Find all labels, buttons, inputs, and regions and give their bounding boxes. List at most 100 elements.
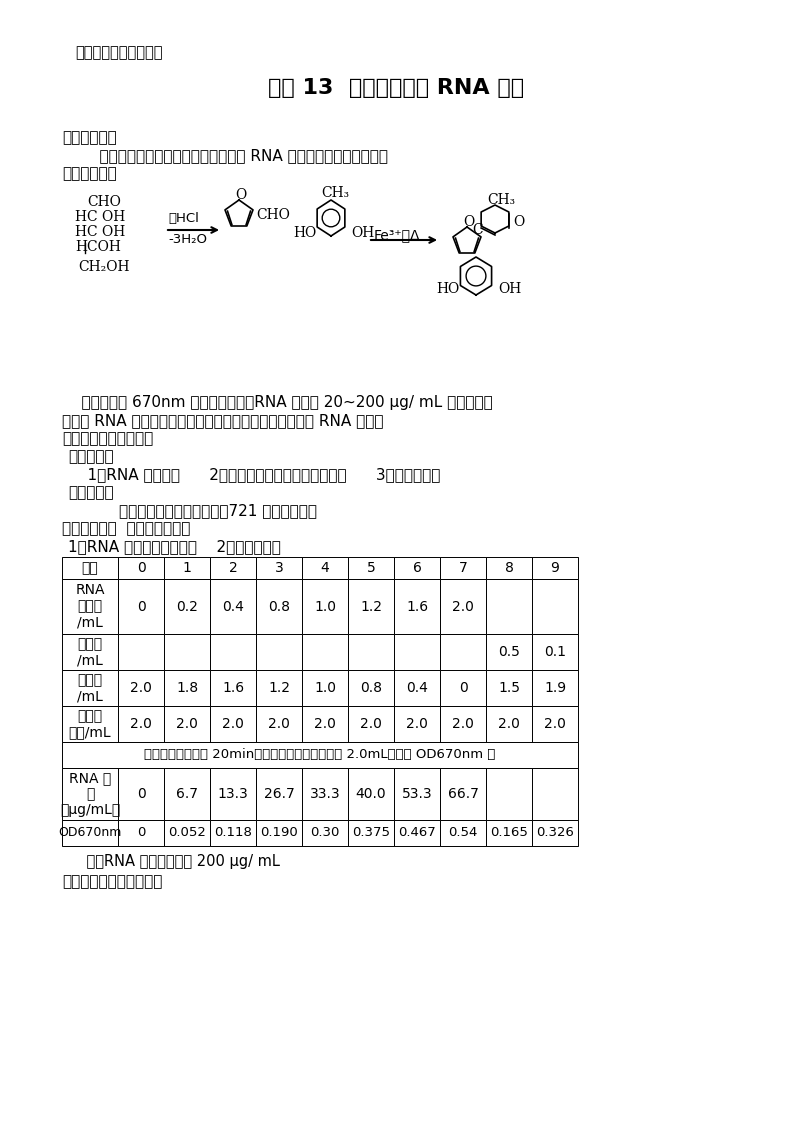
Text: HC OH: HC OH bbox=[75, 210, 125, 224]
Bar bbox=[118, 767, 164, 820]
Text: O: O bbox=[513, 215, 524, 229]
Text: 五、数据记录与数据处理: 五、数据记录与数据处理 bbox=[62, 874, 163, 889]
Text: 2.0: 2.0 bbox=[406, 717, 428, 732]
Text: OH: OH bbox=[498, 282, 521, 296]
Bar bbox=[486, 557, 532, 579]
Bar bbox=[62, 767, 118, 820]
Text: 蒸馏水
/mL: 蒸馏水 /mL bbox=[77, 673, 103, 703]
Bar bbox=[302, 820, 348, 846]
Bar bbox=[210, 820, 256, 846]
Text: 实验 13  地衣酚法测定 RNA 含量: 实验 13 地衣酚法测定 RNA 含量 bbox=[268, 79, 524, 98]
Bar bbox=[210, 670, 256, 706]
Text: 1.0: 1.0 bbox=[314, 681, 336, 695]
Bar bbox=[118, 579, 164, 634]
Bar bbox=[210, 706, 256, 742]
Bar bbox=[164, 820, 210, 846]
Text: 2.0: 2.0 bbox=[360, 717, 382, 732]
Text: 1.8: 1.8 bbox=[176, 681, 198, 695]
Text: 2.0: 2.0 bbox=[130, 681, 152, 695]
Text: 7: 7 bbox=[458, 561, 467, 574]
Bar bbox=[164, 634, 210, 670]
Text: 0.375: 0.375 bbox=[352, 827, 390, 839]
Text: 比色管、水浴锅、移液管、721 分光光度计等: 比色管、水浴锅、移液管、721 分光光度计等 bbox=[80, 503, 317, 518]
Text: 1.5: 1.5 bbox=[498, 681, 520, 695]
Bar bbox=[256, 670, 302, 706]
Text: 0.8: 0.8 bbox=[268, 599, 290, 614]
Text: CH₂OH: CH₂OH bbox=[78, 260, 129, 274]
Bar bbox=[62, 579, 118, 634]
Text: 0.5: 0.5 bbox=[498, 645, 520, 659]
Text: O: O bbox=[463, 215, 474, 229]
Text: （二）器具: （二）器具 bbox=[68, 485, 113, 500]
Bar bbox=[394, 670, 440, 706]
Bar bbox=[256, 634, 302, 670]
Text: Fe³⁺，Δ: Fe³⁺，Δ bbox=[374, 228, 420, 242]
Bar bbox=[164, 767, 210, 820]
Text: 密度与 RNA 的浓度成正比关系，因而可用分光光度法测定 RNA 含量。: 密度与 RNA 的浓度成正比关系，因而可用分光光度法测定 RNA 含量。 bbox=[62, 413, 384, 427]
Bar bbox=[532, 706, 578, 742]
Text: 浓HCl: 浓HCl bbox=[168, 212, 199, 226]
Text: 反应产物在 670nm 处有最大吸收，RNA 浓度在 20~200 μg/ mL 范围内，光: 反应产物在 670nm 处有最大吸收，RNA 浓度在 20~200 μg/ mL… bbox=[62, 395, 492, 410]
Bar bbox=[302, 767, 348, 820]
Bar bbox=[440, 634, 486, 670]
Text: 1.2: 1.2 bbox=[268, 681, 290, 695]
Bar bbox=[440, 579, 486, 634]
Bar bbox=[302, 557, 348, 579]
Text: 1、RNA 标准曲线的制作：    2、样品的测定: 1、RNA 标准曲线的制作： 2、样品的测定 bbox=[68, 539, 281, 554]
Text: 2.0: 2.0 bbox=[452, 599, 474, 614]
Text: 1.2: 1.2 bbox=[360, 599, 382, 614]
Text: 0: 0 bbox=[137, 827, 145, 839]
Text: 0.165: 0.165 bbox=[490, 827, 528, 839]
Bar bbox=[118, 557, 164, 579]
Bar bbox=[62, 742, 578, 767]
Text: 0.4: 0.4 bbox=[406, 681, 428, 695]
Bar bbox=[62, 557, 118, 579]
Text: 0: 0 bbox=[136, 561, 145, 574]
Text: 二、实验原理: 二、实验原理 bbox=[62, 166, 117, 181]
Bar bbox=[164, 670, 210, 706]
Text: 2.0: 2.0 bbox=[498, 717, 520, 732]
Bar bbox=[440, 706, 486, 742]
Text: -3H₂O: -3H₂O bbox=[168, 233, 207, 246]
Text: 0.052: 0.052 bbox=[168, 827, 206, 839]
Bar bbox=[532, 767, 578, 820]
Bar bbox=[440, 767, 486, 820]
Text: 1.6: 1.6 bbox=[406, 599, 428, 614]
Bar bbox=[440, 670, 486, 706]
Text: 5: 5 bbox=[366, 561, 375, 574]
Text: 4: 4 bbox=[320, 561, 329, 574]
Text: 0.326: 0.326 bbox=[536, 827, 574, 839]
Bar bbox=[62, 634, 118, 670]
Bar bbox=[394, 579, 440, 634]
Text: CH₃: CH₃ bbox=[487, 193, 515, 206]
Text: 2.0: 2.0 bbox=[314, 717, 336, 732]
Bar bbox=[62, 820, 118, 846]
Bar bbox=[348, 634, 394, 670]
Bar bbox=[486, 670, 532, 706]
Bar bbox=[394, 634, 440, 670]
Bar bbox=[348, 670, 394, 706]
Bar bbox=[210, 557, 256, 579]
Text: 0.190: 0.190 bbox=[260, 827, 298, 839]
Bar bbox=[532, 579, 578, 634]
Text: HO: HO bbox=[293, 226, 316, 240]
Text: OH: OH bbox=[351, 226, 374, 240]
Text: HO: HO bbox=[436, 282, 459, 296]
Bar bbox=[486, 820, 532, 846]
Text: 53.3: 53.3 bbox=[402, 787, 432, 801]
Bar bbox=[210, 767, 256, 820]
Text: HC OH: HC OH bbox=[75, 226, 125, 239]
Text: 序号: 序号 bbox=[82, 561, 98, 574]
Bar bbox=[486, 634, 532, 670]
Bar bbox=[348, 706, 394, 742]
Text: 13.3: 13.3 bbox=[217, 787, 248, 801]
Bar bbox=[486, 579, 532, 634]
Text: 66.7: 66.7 bbox=[447, 787, 478, 801]
Bar bbox=[486, 767, 532, 820]
Bar bbox=[256, 820, 302, 846]
Text: 0: 0 bbox=[136, 787, 145, 801]
Text: 未知样
/mL: 未知样 /mL bbox=[77, 637, 103, 668]
Bar bbox=[348, 767, 394, 820]
Bar bbox=[302, 670, 348, 706]
Bar bbox=[118, 634, 164, 670]
